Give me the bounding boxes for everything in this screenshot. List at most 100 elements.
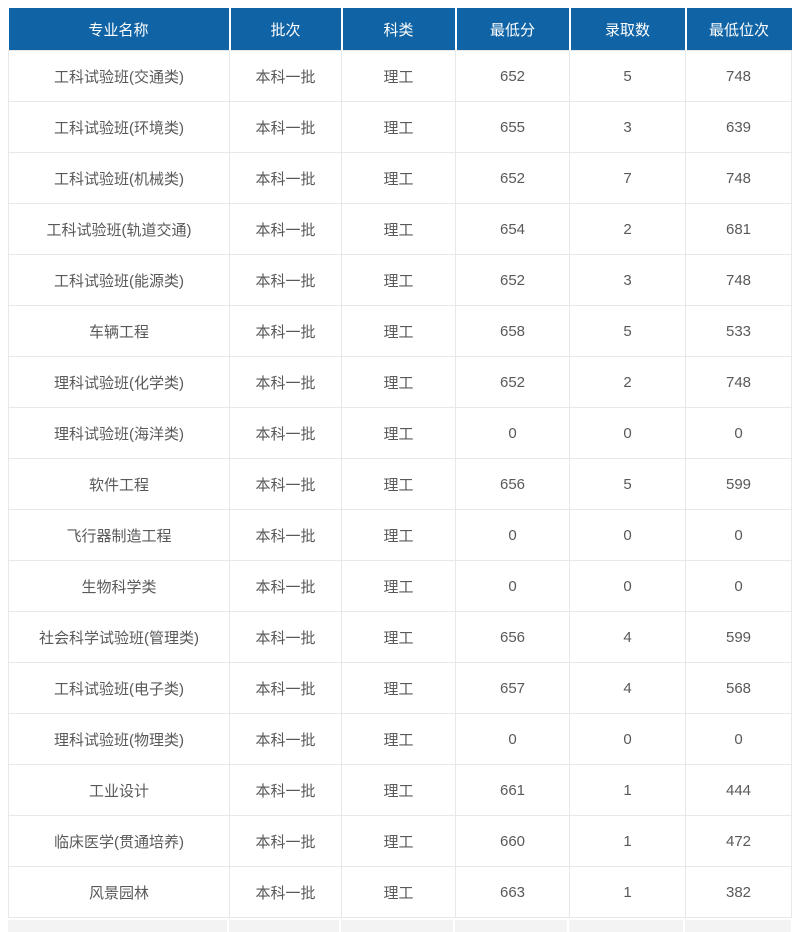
table-header-row: 专业名称 批次 科类 最低分 录取数 最低位次 [8,8,792,51]
column-header-admitted-count: 录取数 [569,8,687,51]
cell-batch: 本科一批 [229,662,342,714]
cell-min-rank: 0 [685,509,792,561]
cell-major-name: 软件工程 [8,458,230,510]
cell-subject-category: 理工 [341,764,456,816]
cell-major-name: 工业设计 [8,764,230,816]
table-row: 飞行器制造工程 本科一批 理工 0 0 0 [8,509,792,561]
partial-cell [455,920,569,932]
cell-admitted-count: 3 [569,254,686,306]
cell-min-rank: 639 [685,101,792,153]
table-row: 工科试验班(环境类) 本科一批 理工 655 3 639 [8,101,792,153]
cell-min-score: 657 [455,662,570,714]
table-row: 工业设计 本科一批 理工 661 1 444 [8,764,792,816]
cell-batch: 本科一批 [229,203,342,255]
table-body: 工科试验班(交通类) 本科一批 理工 652 5 748 工科试验班(环境类) 本科一批 理工 6… [8,50,792,918]
admission-results-table: 专业名称 批次 科类 最低分 录取数 最低位次 工科试验班(交通类) 本科一批 理工 652 5 7… [8,8,792,918]
cell-min-score: 0 [455,509,570,561]
cell-min-rank: 748 [685,152,792,204]
cell-min-rank: 472 [685,815,792,867]
table-row: 工科试验班(电子类) 本科一批 理工 657 4 568 [8,662,792,714]
cell-min-score: 660 [455,815,570,867]
cell-subject-category: 理工 [341,254,456,306]
cell-subject-category: 理工 [341,866,456,918]
cell-subject-category: 理工 [341,203,456,255]
cell-min-score: 655 [455,101,570,153]
cell-min-rank: 444 [685,764,792,816]
cell-major-name: 生物科学类 [8,560,230,612]
cell-min-score: 656 [455,458,570,510]
cell-subject-category: 理工 [341,50,456,102]
cell-admitted-count: 2 [569,356,686,408]
cell-subject-category: 理工 [341,815,456,867]
cell-major-name: 社会科学试验班(管理类) [8,611,230,663]
cell-subject-category: 理工 [341,560,456,612]
cell-batch: 本科一批 [229,611,342,663]
cell-admitted-count: 7 [569,152,686,204]
cell-min-rank: 748 [685,50,792,102]
cell-min-score: 0 [455,713,570,765]
cell-batch: 本科一批 [229,305,342,357]
cell-min-score: 652 [455,356,570,408]
table-row: 理科试验班(化学类) 本科一批 理工 652 2 748 [8,356,792,408]
column-header-min-rank: 最低位次 [685,8,792,51]
cell-min-score: 652 [455,50,570,102]
cell-admitted-count: 5 [569,305,686,357]
cell-major-name: 工科试验班(交通类) [8,50,230,102]
cell-admitted-count: 0 [569,407,686,459]
cell-min-rank: 568 [685,662,792,714]
table-row: 理科试验班(物理类) 本科一批 理工 0 0 0 [8,713,792,765]
cell-batch: 本科一批 [229,407,342,459]
cell-batch: 本科一批 [229,458,342,510]
cell-major-name: 风景园林 [8,866,230,918]
cell-batch: 本科一批 [229,764,342,816]
cell-batch: 本科一批 [229,101,342,153]
cell-batch: 本科一批 [229,50,342,102]
partial-cell [341,920,455,932]
cell-admitted-count: 5 [569,458,686,510]
table-row: 生物科学类 本科一批 理工 0 0 0 [8,560,792,612]
column-header-min-score: 最低分 [455,8,571,51]
cell-batch: 本科一批 [229,560,342,612]
cell-min-rank: 0 [685,560,792,612]
cell-subject-category: 理工 [341,713,456,765]
table-row: 工科试验班(轨道交通) 本科一批 理工 654 2 681 [8,203,792,255]
cell-min-rank: 533 [685,305,792,357]
cell-min-score: 656 [455,611,570,663]
cell-subject-category: 理工 [341,356,456,408]
cell-min-score: 663 [455,866,570,918]
cell-min-score: 652 [455,152,570,204]
cell-admitted-count: 1 [569,866,686,918]
cell-subject-category: 理工 [341,101,456,153]
cell-subject-category: 理工 [341,152,456,204]
cell-subject-category: 理工 [341,509,456,561]
cell-batch: 本科一批 [229,152,342,204]
cell-major-name: 车辆工程 [8,305,230,357]
table-row: 社会科学试验班(管理类) 本科一批 理工 656 4 599 [8,611,792,663]
cell-batch: 本科一批 [229,356,342,408]
table-row: 风景园林 本科一批 理工 663 1 382 [8,866,792,918]
cell-min-rank: 599 [685,458,792,510]
cell-min-rank: 748 [685,254,792,306]
column-header-batch: 批次 [229,8,343,51]
admission-results-table-wrap: 专业名称 批次 科类 最低分 录取数 最低位次 工科试验班(交通类) 本科一批 理工 652 5 7… [8,8,792,932]
partial-next-row [8,920,791,932]
cell-min-score: 0 [455,560,570,612]
cell-major-name: 理科试验班(海洋类) [8,407,230,459]
cell-major-name: 工科试验班(能源类) [8,254,230,306]
table-row: 工科试验班(交通类) 本科一批 理工 652 5 748 [8,50,792,102]
cell-min-score: 658 [455,305,570,357]
cell-min-rank: 681 [685,203,792,255]
partial-cell [685,920,791,932]
cell-admitted-count: 0 [569,509,686,561]
cell-batch: 本科一批 [229,866,342,918]
column-header-subject-category: 科类 [341,8,457,51]
cell-subject-category: 理工 [341,458,456,510]
cell-major-name: 飞行器制造工程 [8,509,230,561]
cell-major-name: 理科试验班(物理类) [8,713,230,765]
cell-major-name: 临床医学(贯通培养) [8,815,230,867]
cell-min-rank: 599 [685,611,792,663]
cell-admitted-count: 1 [569,815,686,867]
cell-batch: 本科一批 [229,509,342,561]
table-row: 理科试验班(海洋类) 本科一批 理工 0 0 0 [8,407,792,459]
cell-min-rank: 382 [685,866,792,918]
